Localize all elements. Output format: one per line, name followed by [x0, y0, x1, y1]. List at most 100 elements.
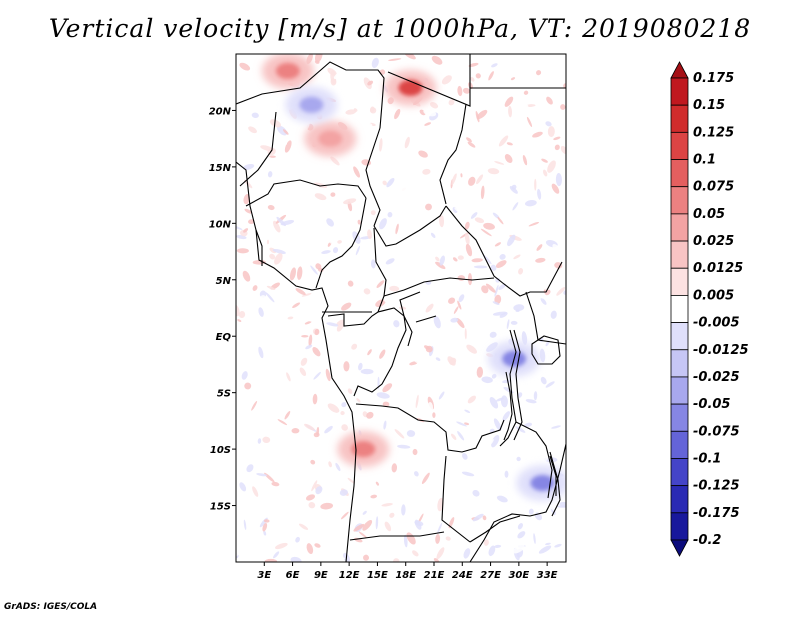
field-speckle	[507, 306, 511, 311]
field-speckle	[314, 182, 328, 188]
field-speckle	[382, 383, 393, 393]
border-mali-niger	[239, 111, 277, 187]
border-uganda-kenya	[525, 291, 566, 345]
field-speckle	[462, 432, 471, 437]
field-speckle	[300, 357, 308, 366]
field-speckle	[303, 121, 310, 133]
border-nigeria-cameroon	[315, 197, 367, 289]
field-speckle	[439, 213, 445, 228]
colorbar-bin	[670, 213, 689, 242]
x-tick-label: 21E	[424, 570, 445, 581]
field-speckle	[370, 308, 374, 318]
field-speckle	[295, 288, 306, 296]
field-speckle	[243, 179, 253, 189]
field-speckle	[257, 438, 262, 444]
field-speckle	[316, 426, 320, 436]
field-speckle	[314, 328, 320, 336]
field-speckle	[480, 228, 492, 237]
field-speckle	[439, 468, 444, 476]
field-speckle	[271, 466, 280, 473]
field-speckle	[335, 462, 341, 472]
field-speckle	[315, 54, 323, 63]
field-speckle	[355, 245, 360, 256]
field-speckle	[386, 177, 395, 188]
field-speckle	[429, 102, 439, 109]
field-speckle	[341, 402, 347, 408]
field-speckle	[239, 62, 251, 71]
colorbar-label: -0.175	[693, 506, 740, 521]
field-speckle	[406, 532, 416, 545]
field-speckle	[333, 70, 345, 80]
field-speckle	[543, 169, 548, 177]
field-speckle	[513, 304, 525, 312]
field-speckle	[528, 508, 534, 515]
field-speckle	[504, 96, 514, 107]
field-speckle	[246, 464, 254, 473]
field-speckle	[438, 391, 445, 400]
field-speckle	[308, 334, 313, 347]
field-speckle	[366, 411, 374, 419]
field-speckle	[474, 417, 486, 421]
field-speckle	[339, 489, 348, 496]
field-speckle	[468, 176, 476, 186]
field-speckle	[315, 486, 323, 495]
field-speckle	[520, 129, 527, 138]
field-speckle	[262, 522, 268, 532]
border-niger-nigeria	[245, 179, 367, 207]
field-speckle	[404, 136, 410, 149]
field-speckle	[259, 419, 265, 423]
field-speckle	[486, 342, 498, 352]
field-speckle	[489, 439, 494, 446]
field-speckle	[458, 294, 465, 303]
field-speckle	[497, 217, 504, 225]
field-speckle	[251, 112, 259, 119]
field-speckle	[239, 395, 250, 403]
field-speckle	[312, 347, 321, 357]
field-speckle	[521, 331, 528, 346]
field-speckle	[491, 373, 497, 379]
field-speckle	[313, 371, 321, 380]
field-speckle	[465, 243, 473, 257]
field-speckle	[365, 280, 370, 287]
field-speckle	[472, 544, 482, 555]
field-speckle	[275, 542, 288, 550]
field-speckle	[517, 531, 526, 539]
field-speckle	[324, 425, 333, 434]
field-speckle	[375, 481, 379, 486]
field-speckle	[543, 288, 551, 296]
field-speckle	[560, 333, 565, 339]
colorbar-label: -0.05	[693, 397, 730, 412]
field-speckle	[376, 280, 385, 288]
field-speckle	[541, 141, 553, 146]
field-speckle	[414, 520, 424, 527]
field-speckle	[252, 259, 266, 265]
colorbar-bin	[670, 376, 689, 405]
field-speckle	[362, 122, 373, 129]
x-tick-label: 27E	[480, 570, 501, 581]
field-speckle	[370, 259, 376, 269]
field-speckle	[457, 255, 464, 260]
field-speckle	[492, 311, 507, 316]
field-speckle	[556, 287, 566, 296]
border-rift-west	[499, 329, 517, 447]
field-speckle	[542, 151, 548, 155]
field-speckle	[262, 436, 271, 444]
field-speckle	[370, 494, 378, 499]
field-speckle	[284, 410, 291, 420]
border-namibia-angola	[349, 531, 445, 541]
field-speckle	[445, 536, 451, 541]
field-speckle	[311, 480, 318, 492]
x-tick-label: 33E	[537, 570, 558, 581]
field-speckle	[387, 218, 395, 226]
field-speckle	[492, 301, 500, 305]
field-speckle	[394, 108, 401, 120]
field-speckle	[476, 366, 484, 378]
field-speckle	[501, 453, 511, 463]
field-speckle	[287, 316, 294, 320]
field-speckle	[388, 58, 402, 61]
field-speckle	[441, 75, 452, 85]
field-speckle	[346, 217, 354, 224]
field-speckle	[340, 411, 345, 416]
feature-core-descent-algeria	[299, 96, 324, 113]
field-speckle	[453, 306, 459, 314]
